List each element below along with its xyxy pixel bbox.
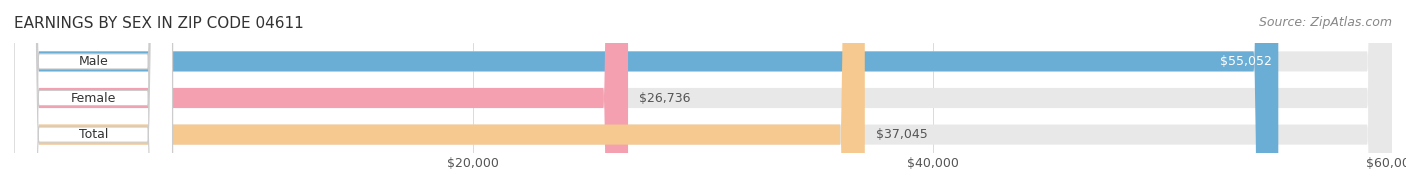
FancyBboxPatch shape	[14, 0, 1392, 196]
FancyBboxPatch shape	[14, 0, 1392, 196]
Text: Male: Male	[79, 55, 108, 68]
FancyBboxPatch shape	[14, 0, 628, 196]
Text: Total: Total	[79, 128, 108, 141]
Text: $26,736: $26,736	[640, 92, 690, 104]
FancyBboxPatch shape	[14, 0, 1278, 196]
FancyBboxPatch shape	[14, 0, 173, 196]
Text: $37,045: $37,045	[876, 128, 928, 141]
FancyBboxPatch shape	[14, 0, 865, 196]
FancyBboxPatch shape	[14, 0, 173, 196]
FancyBboxPatch shape	[14, 0, 173, 196]
FancyBboxPatch shape	[14, 0, 1392, 196]
Text: Female: Female	[70, 92, 115, 104]
Text: EARNINGS BY SEX IN ZIP CODE 04611: EARNINGS BY SEX IN ZIP CODE 04611	[14, 16, 304, 31]
Text: Source: ZipAtlas.com: Source: ZipAtlas.com	[1258, 16, 1392, 29]
Text: $55,052: $55,052	[1219, 55, 1271, 68]
